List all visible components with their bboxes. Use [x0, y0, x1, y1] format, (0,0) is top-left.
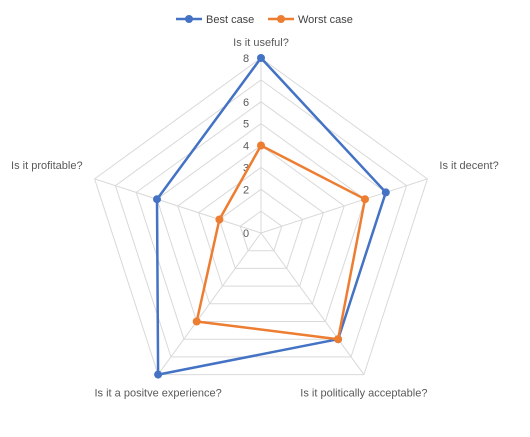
tick-label: 2	[243, 184, 249, 196]
legend-swatch-marker	[277, 15, 285, 23]
data-point	[257, 141, 265, 150]
series-worst-case	[192, 141, 369, 344]
tick-label: 8	[243, 53, 249, 65]
series-line	[195, 144, 367, 341]
legend: Best case Worst case	[176, 14, 353, 26]
series-layer	[153, 54, 390, 379]
radar-grid	[94, 57, 428, 376]
grid-ring	[198, 166, 324, 287]
series-line	[155, 56, 388, 376]
legend-label: Best case	[206, 14, 254, 26]
legend-swatch-marker	[185, 15, 193, 23]
grid-spoke	[94, 178, 262, 234]
data-point	[334, 335, 343, 344]
data-point	[361, 195, 369, 204]
radial-ticks: 0 2 3 4 5 6 8	[243, 53, 249, 240]
data-point	[381, 188, 390, 197]
legend-entry: Best case	[176, 14, 254, 26]
tick-label: 4	[243, 141, 249, 153]
grid-ring	[218, 188, 304, 269]
category-label: Is it politically acceptable?	[300, 388, 427, 400]
grid-ring	[135, 101, 387, 340]
data-point	[153, 195, 161, 204]
category-label: Is it profitable?	[11, 160, 83, 172]
grid-spoke	[260, 178, 428, 234]
legend-label: Worst case	[298, 14, 353, 26]
tick-label: 5	[243, 119, 249, 131]
data-point	[215, 215, 224, 224]
category-label: Is it a positve experience?	[95, 388, 222, 400]
tick-label: 0	[243, 228, 249, 240]
category-label: Is it useful?	[233, 37, 289, 49]
grid-ring	[177, 144, 345, 305]
category-labels: Is it useful? Is it decent? Is it politica…	[11, 37, 499, 400]
grid-ring	[156, 122, 366, 322]
grid-ring	[239, 210, 283, 252]
data-point	[192, 317, 201, 326]
tick-label: 3	[243, 162, 249, 174]
legend-entry: Worst case	[268, 14, 353, 26]
grid-ring	[114, 79, 408, 358]
data-point	[257, 54, 265, 62]
grid-spoke	[157, 232, 262, 375]
grid-ring	[94, 57, 428, 376]
grid-spoke	[260, 232, 365, 375]
category-label: Is it decent?	[439, 160, 498, 172]
tick-label: 6	[243, 97, 249, 109]
data-point	[154, 370, 163, 379]
